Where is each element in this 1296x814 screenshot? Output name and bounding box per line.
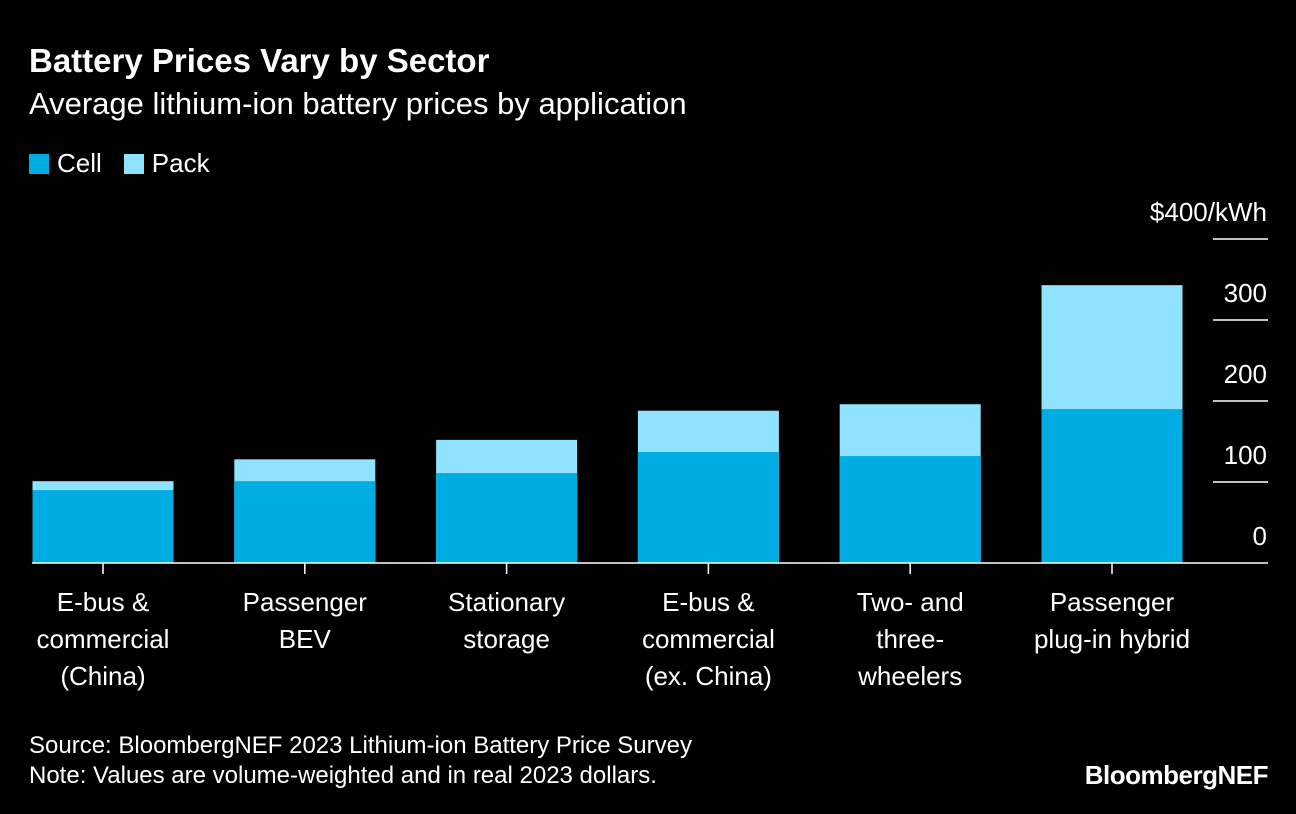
x-tick-label: Stationary xyxy=(448,587,565,617)
bar-cell xyxy=(32,490,174,563)
legend-item-pack: Pack xyxy=(123,148,210,179)
chart-title: Battery Prices Vary by Sector xyxy=(29,42,490,79)
x-tick-label: commercial xyxy=(37,624,170,654)
legend-item-cell: Cell xyxy=(29,148,102,179)
x-tick-label: storage xyxy=(463,624,550,654)
footer: Source: BloombergNEF 2023 Lithium-ion Ba… xyxy=(29,731,692,791)
x-tick-label: Passenger xyxy=(243,587,368,617)
x-tick-label: (ex. China) xyxy=(645,661,772,691)
y-tick-label: 100 xyxy=(1224,440,1267,470)
bloombergnef-logo: BloombergNEF xyxy=(1084,760,1269,790)
x-tick-label: Two- and xyxy=(857,587,964,617)
chart-subtitle: Average lithium-ion battery prices by ap… xyxy=(29,86,687,121)
x-tick-label: E-bus & xyxy=(662,587,755,617)
bar-cell xyxy=(436,473,578,563)
legend: Cell Pack xyxy=(29,148,210,179)
legend-swatch-cell xyxy=(29,153,49,174)
x-tick-label: plug-in hybrid xyxy=(1034,624,1190,654)
x-tick-label: Passenger xyxy=(1050,587,1175,617)
x-tick-label: wheelers xyxy=(857,661,962,691)
x-tick-label: commercial xyxy=(642,624,775,654)
source-note: Source: BloombergNEF 2023 Lithium-ion Ba… xyxy=(29,732,692,759)
x-tick-label: three- xyxy=(876,624,944,654)
x-tick-label: BEV xyxy=(279,624,332,654)
bar-cell xyxy=(839,456,981,563)
y-tick-label: 200 xyxy=(1224,359,1267,389)
y-tick-label: $400/kWh xyxy=(1150,197,1267,227)
legend-swatch-pack xyxy=(123,153,144,174)
bar-cell xyxy=(637,452,779,563)
bar-cell xyxy=(1041,409,1183,563)
y-tick-label: 300 xyxy=(1224,278,1267,308)
y-tick-label: 0 xyxy=(1253,521,1267,551)
x-tick-label: (China) xyxy=(60,661,145,691)
legend-label-pack: Pack xyxy=(151,148,210,178)
legend-label-cell: Cell xyxy=(57,148,102,178)
x-tick-label: E-bus & xyxy=(57,587,150,617)
bar-cell xyxy=(234,481,376,563)
methodology-note: Note: Values are volume-weighted and in … xyxy=(29,762,657,789)
